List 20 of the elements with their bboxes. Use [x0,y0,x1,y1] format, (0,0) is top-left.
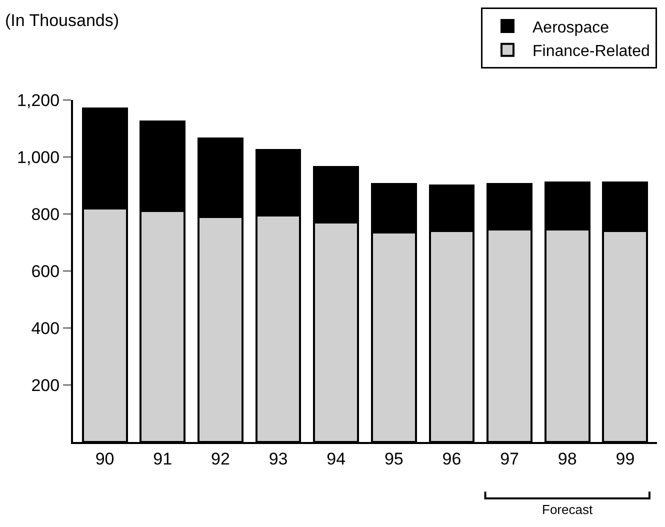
y-tick-label: 800 [31,204,60,224]
y-tick-label: 200 [31,376,60,395]
y-axis-title: (In Thousands) [5,11,120,30]
x-tick-label: 93 [268,449,288,468]
legend-label: Aerospace [532,19,610,36]
x-tick-label: 92 [210,449,230,468]
x-tick-label: 94 [326,449,346,468]
legend-label: Finance-Related [532,43,650,60]
y-tick-label: 1,000 [17,148,60,167]
y-tick-label: 600 [31,262,60,281]
x-tick-label: 90 [95,449,114,468]
x-tick-label: 98 [558,449,577,468]
x-tick-label: 91 [153,449,172,468]
x-tick-label: 95 [384,449,404,468]
x-tick-label: 97 [500,449,520,468]
text: Forecast [542,502,593,517]
y-tick-label: 1,200 [17,90,60,110]
y-tick-label: 400 [31,318,60,338]
x-tick-label: 96 [442,449,462,468]
x-tick-label: 99 [616,449,635,468]
